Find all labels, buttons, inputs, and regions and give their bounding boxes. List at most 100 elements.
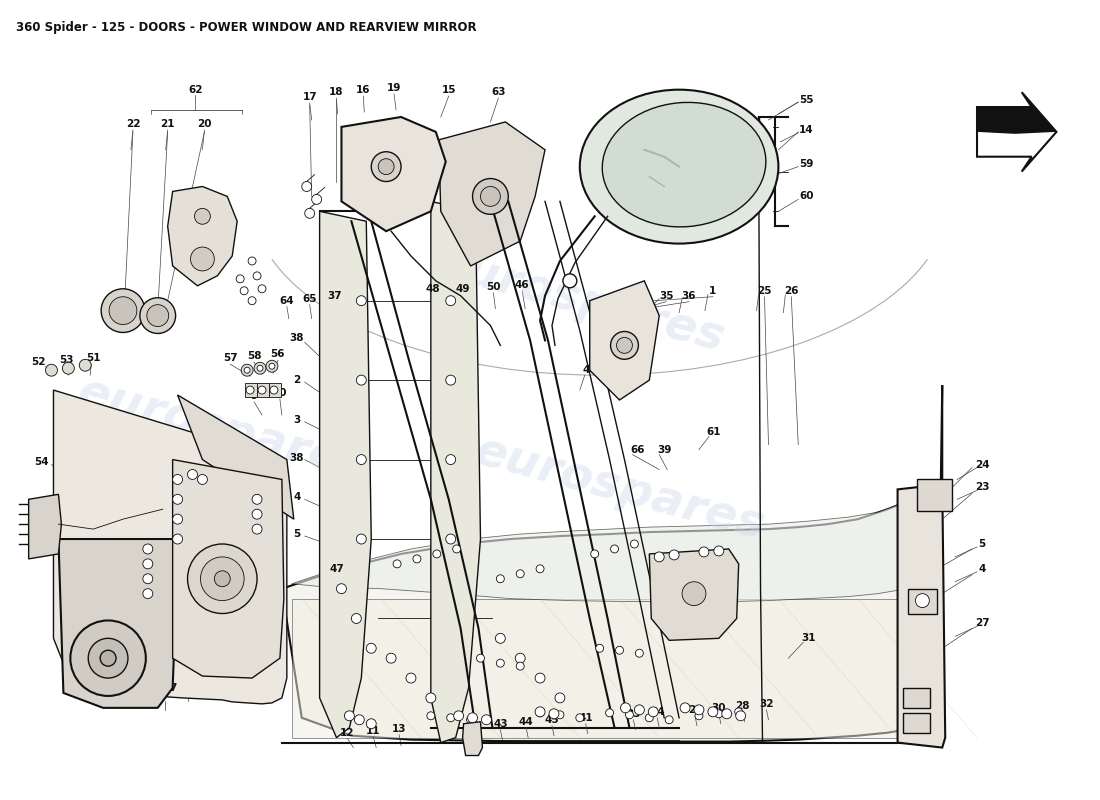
- Circle shape: [240, 286, 249, 294]
- Text: 5: 5: [978, 539, 986, 549]
- Text: 20: 20: [197, 119, 211, 129]
- Circle shape: [447, 714, 454, 722]
- Polygon shape: [341, 117, 446, 231]
- Text: 9: 9: [251, 391, 257, 401]
- Circle shape: [257, 366, 263, 371]
- Polygon shape: [431, 202, 481, 742]
- Circle shape: [195, 208, 210, 224]
- Text: 1: 1: [710, 286, 716, 296]
- Polygon shape: [977, 92, 1056, 134]
- Circle shape: [453, 711, 463, 721]
- Circle shape: [635, 705, 645, 714]
- Circle shape: [476, 654, 484, 662]
- Text: 11: 11: [366, 726, 381, 736]
- Circle shape: [606, 709, 614, 717]
- Circle shape: [246, 386, 254, 394]
- Text: 46: 46: [515, 280, 529, 290]
- Circle shape: [427, 712, 434, 720]
- Text: 17: 17: [302, 92, 317, 102]
- Polygon shape: [54, 390, 287, 704]
- Circle shape: [535, 673, 544, 683]
- Text: 64: 64: [279, 296, 294, 306]
- Polygon shape: [58, 539, 177, 708]
- Circle shape: [143, 574, 153, 584]
- Text: 62: 62: [188, 85, 202, 95]
- Polygon shape: [898, 485, 945, 747]
- Circle shape: [356, 375, 366, 385]
- Text: 45: 45: [544, 714, 559, 725]
- Circle shape: [356, 296, 366, 306]
- Text: 37: 37: [327, 290, 342, 301]
- Circle shape: [915, 594, 930, 607]
- Text: 41: 41: [579, 713, 593, 722]
- Text: 27: 27: [975, 618, 989, 629]
- Circle shape: [100, 650, 116, 666]
- Circle shape: [575, 714, 584, 722]
- Circle shape: [482, 714, 492, 725]
- Text: 21: 21: [161, 119, 175, 129]
- Circle shape: [453, 545, 461, 553]
- Circle shape: [536, 565, 544, 573]
- Bar: [917, 479, 953, 511]
- Circle shape: [591, 550, 598, 558]
- Circle shape: [446, 454, 455, 465]
- Circle shape: [244, 367, 250, 373]
- Circle shape: [393, 560, 402, 568]
- Text: 63: 63: [491, 87, 506, 97]
- Circle shape: [620, 703, 630, 713]
- Text: 56: 56: [271, 350, 285, 359]
- Circle shape: [190, 247, 214, 271]
- Circle shape: [496, 659, 504, 667]
- Polygon shape: [977, 92, 1056, 171]
- Circle shape: [654, 552, 664, 562]
- Text: 42: 42: [610, 366, 625, 375]
- Circle shape: [241, 364, 253, 376]
- Circle shape: [173, 474, 183, 485]
- Bar: [902, 688, 931, 708]
- Text: 12: 12: [340, 728, 354, 738]
- Circle shape: [694, 705, 704, 714]
- Polygon shape: [320, 211, 372, 738]
- Circle shape: [63, 362, 75, 374]
- Text: 8: 8: [144, 683, 152, 693]
- Text: 28: 28: [736, 701, 750, 711]
- Text: 23: 23: [975, 482, 989, 492]
- Circle shape: [200, 557, 244, 601]
- Bar: [902, 713, 931, 733]
- Circle shape: [556, 711, 564, 718]
- Circle shape: [473, 178, 508, 214]
- Text: 36: 36: [682, 290, 696, 301]
- Polygon shape: [29, 494, 62, 559]
- Text: 33: 33: [626, 709, 640, 719]
- Circle shape: [173, 494, 183, 504]
- Circle shape: [714, 546, 724, 556]
- Circle shape: [680, 703, 690, 713]
- Text: 6: 6: [151, 698, 158, 708]
- Text: 48: 48: [426, 284, 440, 294]
- Text: 38: 38: [289, 334, 304, 343]
- Circle shape: [301, 182, 311, 191]
- Circle shape: [549, 709, 559, 718]
- Circle shape: [258, 386, 266, 394]
- Polygon shape: [590, 281, 659, 400]
- Circle shape: [305, 208, 315, 218]
- Circle shape: [426, 693, 436, 703]
- Circle shape: [356, 454, 366, 465]
- Text: 5: 5: [293, 529, 300, 539]
- Text: 18: 18: [329, 87, 343, 97]
- Circle shape: [446, 534, 455, 544]
- Circle shape: [636, 650, 644, 658]
- Text: 59: 59: [799, 158, 813, 169]
- Circle shape: [386, 654, 396, 663]
- Circle shape: [466, 716, 474, 724]
- Circle shape: [610, 331, 638, 359]
- Circle shape: [143, 559, 153, 569]
- Text: 26: 26: [784, 286, 799, 296]
- Circle shape: [432, 550, 441, 558]
- Polygon shape: [292, 598, 937, 738]
- Circle shape: [258, 285, 266, 293]
- Polygon shape: [463, 722, 483, 755]
- Circle shape: [173, 534, 183, 544]
- Text: 4: 4: [978, 564, 986, 574]
- Circle shape: [468, 713, 477, 722]
